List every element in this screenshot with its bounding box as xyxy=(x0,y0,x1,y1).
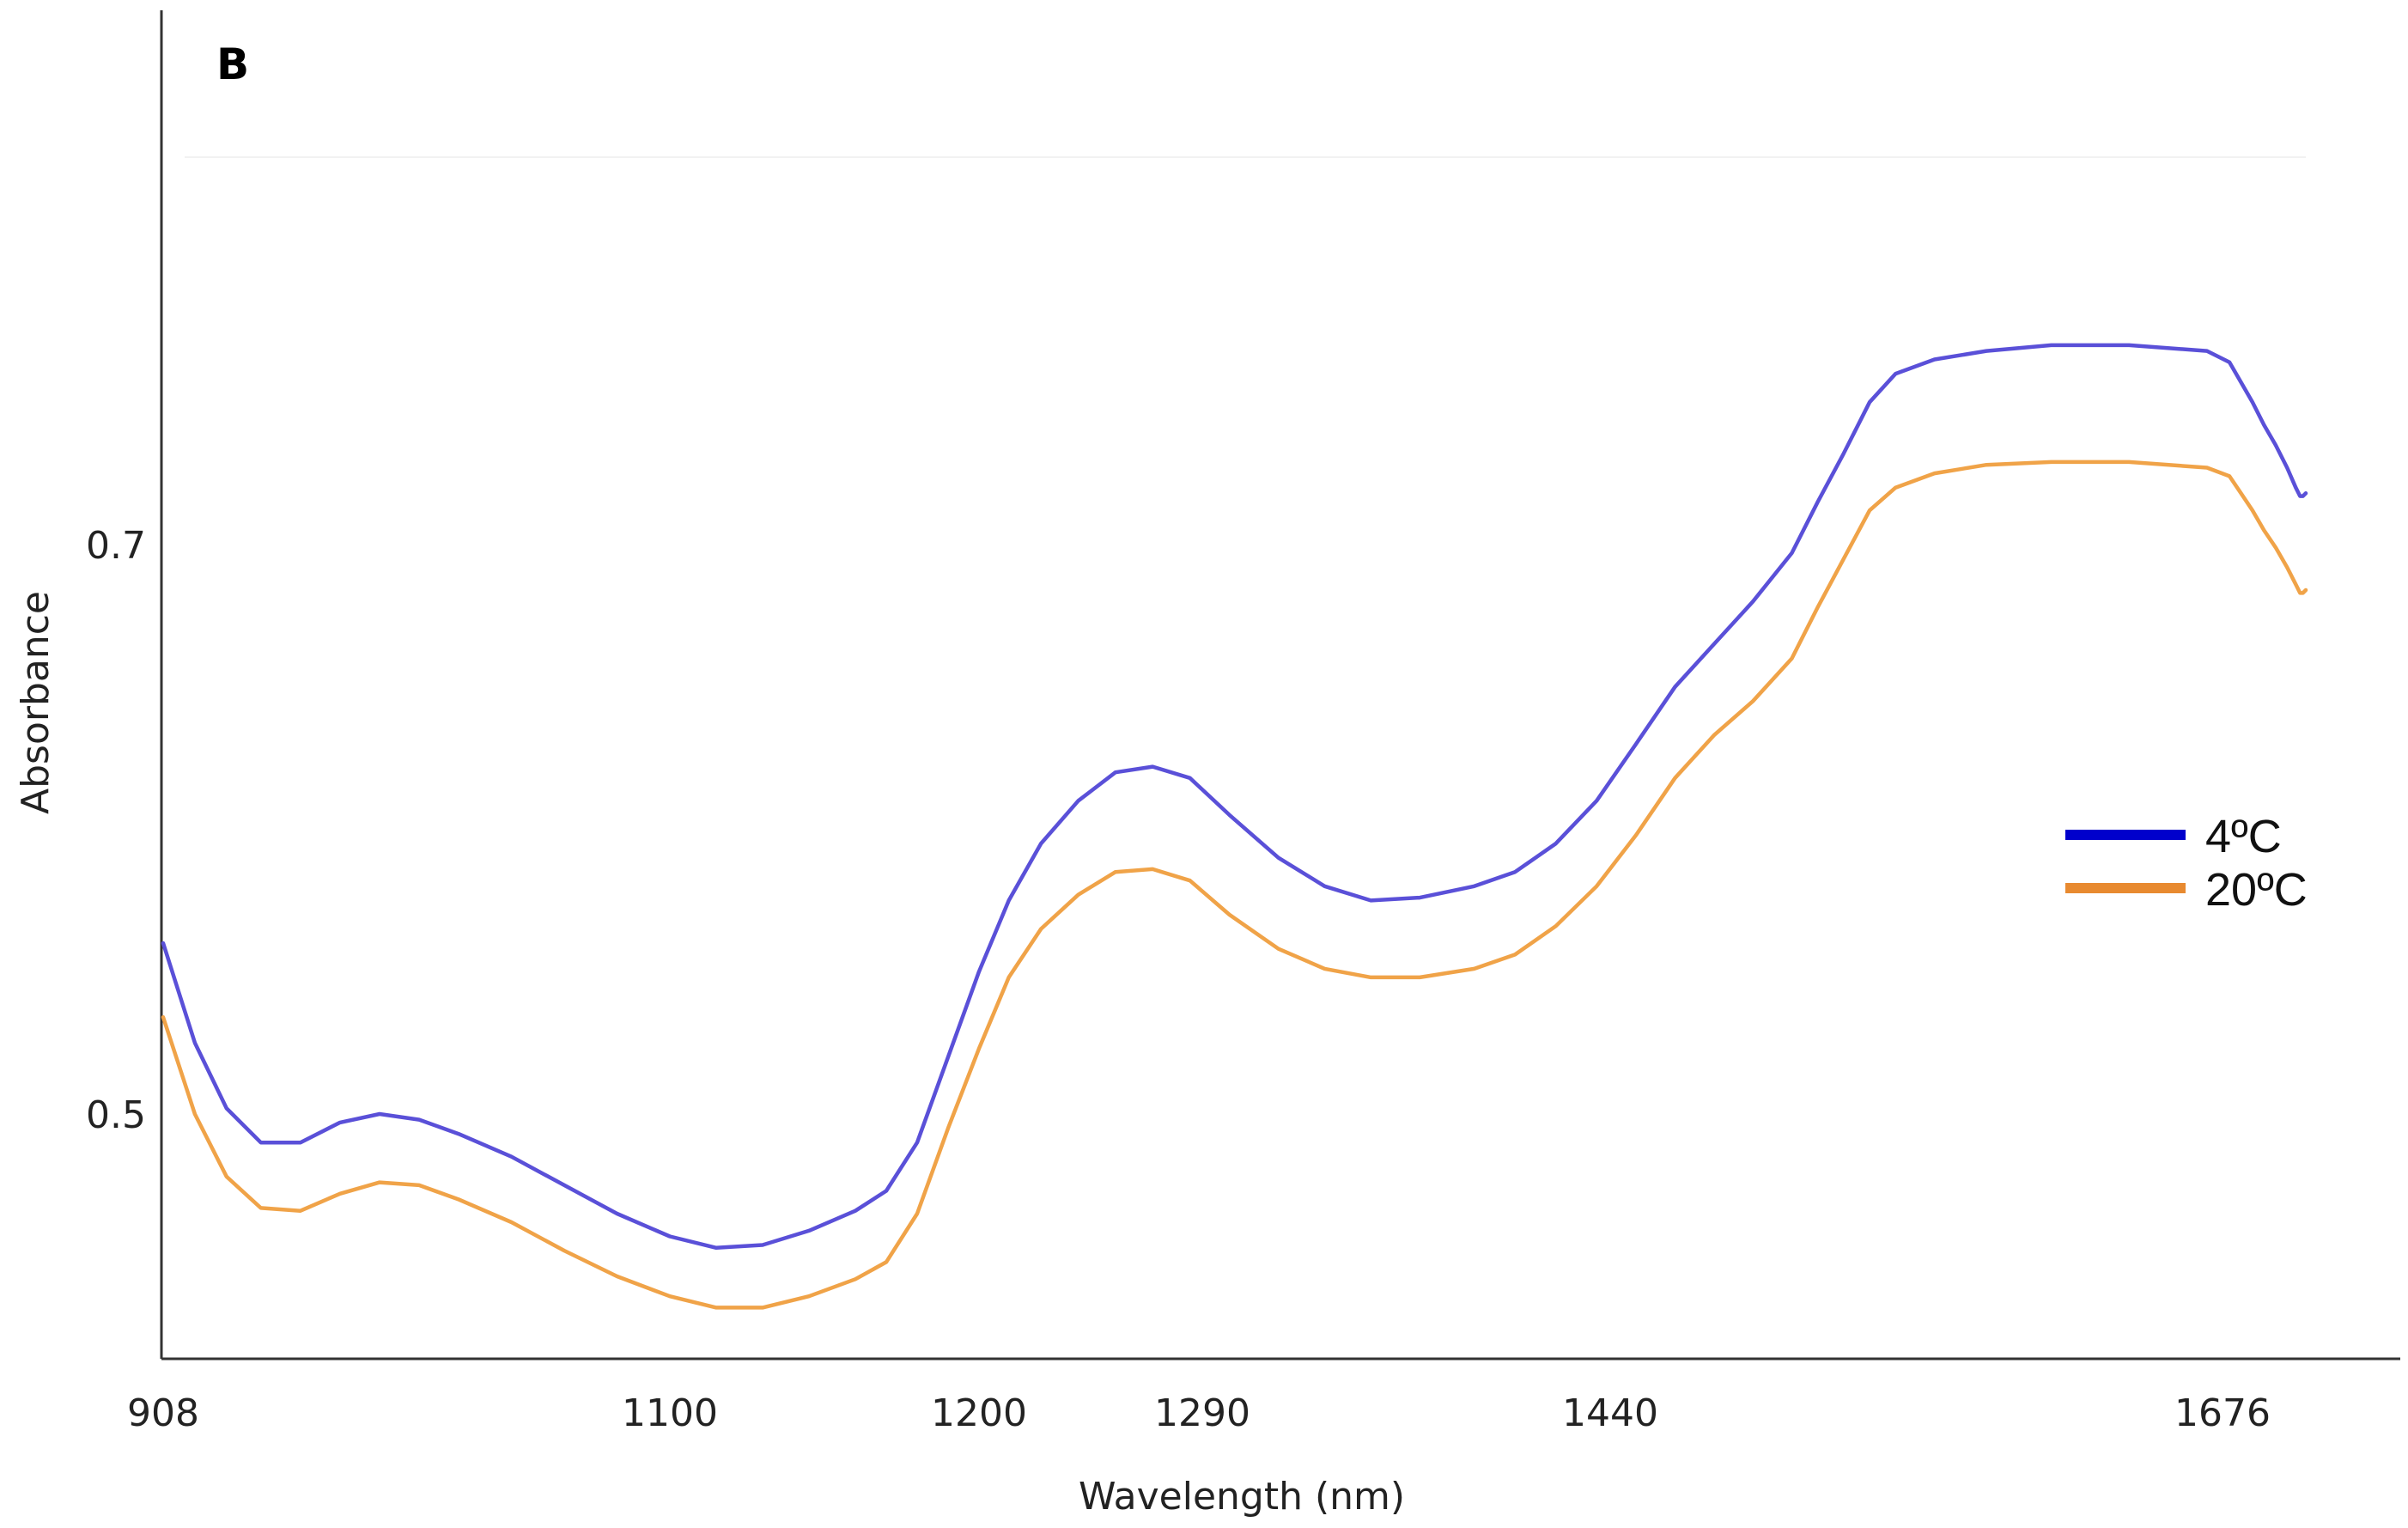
legend-label: 20ºC xyxy=(2205,864,2308,916)
y-ticks: 0.50.70.9 xyxy=(86,524,146,1137)
series-lines xyxy=(161,343,2308,1310)
x-ticks: 908 1100 1200 1290 1440 1676 xyxy=(127,1391,2271,1435)
x-tick-label: 1290 xyxy=(1154,1391,1250,1435)
axes xyxy=(160,10,2400,1361)
y-axis-title: Absorbance xyxy=(14,591,58,814)
x-tick-label: 1440 xyxy=(1562,1391,1658,1435)
x-tick-label: 1200 xyxy=(931,1391,1027,1435)
x-tick-label: 908 xyxy=(127,1391,199,1435)
legend-label: 4ºC xyxy=(2205,811,2282,862)
x-tick-label: 1676 xyxy=(2174,1391,2271,1435)
y-tick-label: 0.5 xyxy=(86,1093,146,1137)
series-line-20c xyxy=(161,460,2308,1310)
panel-label: B xyxy=(216,40,249,89)
series-line-4c xyxy=(161,343,2308,1251)
x-tick-label: 1100 xyxy=(622,1391,718,1435)
y-tick-label: 0.7 xyxy=(86,524,146,568)
x-axis-title: Wavelength (nm) xyxy=(1079,1475,1405,1519)
